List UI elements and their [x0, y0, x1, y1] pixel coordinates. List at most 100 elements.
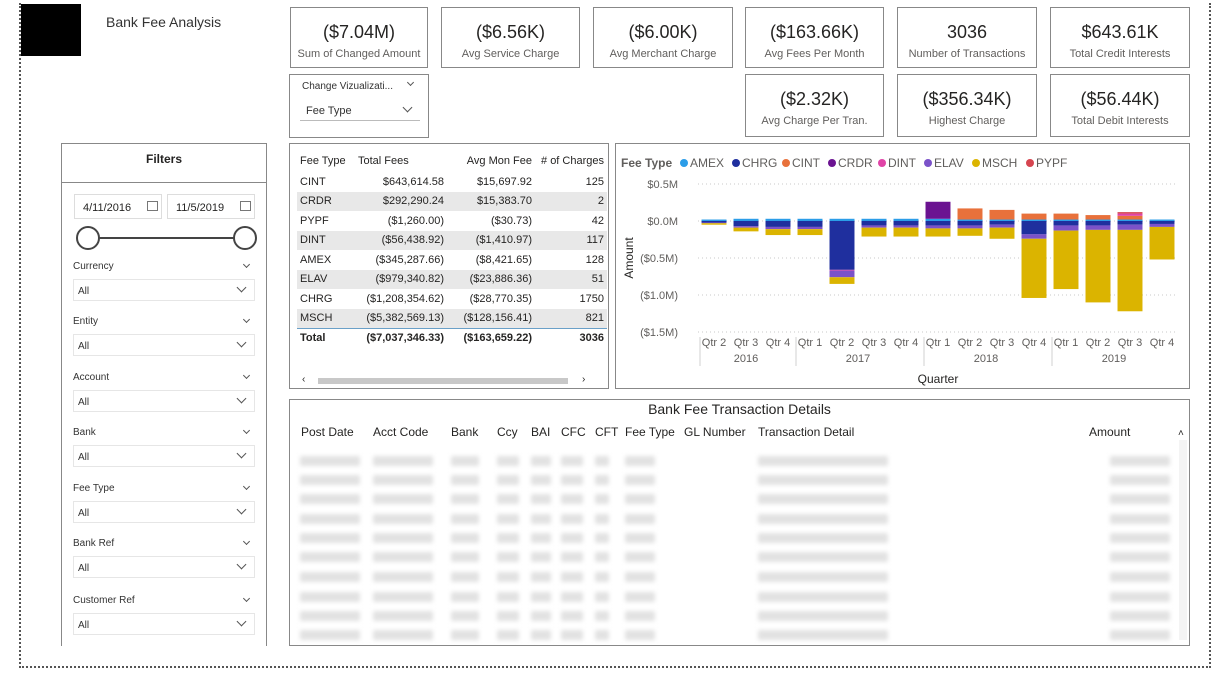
- column-header[interactable]: Avg Mon Fee: [466, 155, 532, 167]
- filter-dropdown[interactable]: All: [73, 445, 255, 467]
- details-vertical-scrollbar[interactable]: [1179, 440, 1187, 640]
- bar-segment-elav: [1117, 224, 1143, 230]
- legend-entry[interactable]: CRDR: [838, 156, 873, 170]
- blurred-cell: [531, 533, 551, 543]
- column-header[interactable]: Total Fees: [358, 155, 409, 167]
- kpi-card-num-transactions[interactable]: 3036 Number of Transactions: [897, 7, 1037, 68]
- bar-segment-crdr: [925, 201, 951, 219]
- bar-segment-amex: [1117, 219, 1143, 221]
- calendar-icon[interactable]: [240, 201, 251, 211]
- filter-dropdown[interactable]: All: [73, 390, 255, 412]
- table-cell: $15,383.70: [447, 191, 535, 211]
- bar-segment-msch: [957, 228, 983, 236]
- details-column-header[interactable]: CFT: [595, 425, 619, 439]
- filter-dropdown[interactable]: All: [73, 613, 255, 635]
- blurred-cell: [758, 514, 888, 524]
- kpi-value: ($356.34K): [922, 89, 1012, 109]
- blurred-cell: [595, 456, 609, 466]
- chevron-down-icon[interactable]: [406, 78, 415, 87]
- scrollbar-thumb[interactable]: [318, 378, 568, 384]
- blurred-cell: [758, 592, 888, 602]
- column-header[interactable]: # of Charges: [541, 155, 604, 167]
- table-row[interactable]: CINT $643,614.58 $15,697.92 125: [297, 172, 607, 192]
- blurred-cell: [1110, 630, 1170, 640]
- table-row[interactable]: ELAV ($979,340.82) ($23,886.36) 51: [297, 269, 607, 289]
- calendar-icon[interactable]: [147, 201, 158, 211]
- scroll-right-icon[interactable]: ›: [582, 374, 586, 385]
- kpi-label: Number of Transactions: [908, 48, 1026, 60]
- date-from-value: 4/11/2016: [83, 202, 132, 214]
- blurred-cell: [531, 572, 551, 582]
- date-to-input[interactable]: 11/5/2019: [167, 194, 255, 219]
- date-range-slider[interactable]: [88, 237, 245, 239]
- blurred-cell: [497, 514, 519, 524]
- bar-segment-cint: [1085, 215, 1111, 220]
- filter-dropdown[interactable]: All: [73, 556, 255, 578]
- filter-dropdown[interactable]: All: [73, 334, 255, 356]
- legend-entry[interactable]: CINT: [792, 156, 821, 170]
- kpi-card-avg-merchant[interactable]: ($6.00K) Avg Merchant Charge: [593, 7, 733, 68]
- kpi-card-highest-charge[interactable]: ($356.34K) Highest Charge: [897, 74, 1037, 137]
- table-row[interactable]: CRDR $292,290.24 $15,383.70 2: [297, 191, 607, 211]
- kpi-card-avg-fees-month[interactable]: ($163.66K) Avg Fees Per Month: [745, 7, 884, 68]
- date-from-input[interactable]: 4/11/2016: [74, 194, 162, 219]
- blurred-cell: [531, 611, 551, 621]
- legend-entry[interactable]: DINT: [888, 156, 917, 170]
- details-column-header[interactable]: GL Number: [684, 425, 746, 439]
- legend-entry[interactable]: CHRG: [742, 156, 777, 170]
- kpi-card-debit-interests[interactable]: ($56.44K) Total Debit Interests: [1050, 74, 1190, 137]
- details-column-header[interactable]: Amount: [1089, 425, 1131, 439]
- details-column-header[interactable]: Acct Code: [373, 425, 429, 439]
- bar-segment-msch: [701, 223, 727, 225]
- blurred-cell: [451, 552, 479, 562]
- legend-entry[interactable]: ELAV: [934, 156, 964, 170]
- bar-segment-chrg: [765, 221, 791, 227]
- details-column-header[interactable]: Bank: [451, 425, 479, 439]
- table-row[interactable]: MSCH ($5,382,569.13) ($128,156.41) 821: [297, 308, 607, 328]
- table-row[interactable]: PYPF ($1,260.00) ($30.73) 42: [297, 211, 607, 231]
- legend-entry[interactable]: AMEX: [690, 156, 724, 170]
- column-header[interactable]: Fee Type: [300, 155, 346, 167]
- details-column-header[interactable]: Post Date: [301, 425, 354, 439]
- table-cell: ELAV: [297, 269, 355, 289]
- blurred-cell: [625, 572, 655, 582]
- details-column-header[interactable]: CFC: [561, 425, 586, 439]
- kpi-card-avg-service[interactable]: ($6.56K) Avg Service Charge: [441, 7, 580, 68]
- scroll-up-icon[interactable]: ˄: [1178, 428, 1184, 439]
- filter-dropdown[interactable]: All: [73, 501, 255, 523]
- blurred-cell: [300, 552, 360, 562]
- kpi-card-credit-interests[interactable]: $643.61K Total Credit Interests: [1050, 7, 1190, 68]
- details-column-header[interactable]: Fee Type: [625, 425, 675, 439]
- blurred-cell: [451, 572, 479, 582]
- kpi-card-sum-changed[interactable]: ($7.04M) Sum of Changed Amount: [290, 7, 428, 68]
- slider-start-handle[interactable]: [76, 226, 100, 250]
- filter-label: Currency: [73, 261, 114, 272]
- viz-type-dropdown[interactable]: Fee Type: [300, 99, 420, 121]
- table-row[interactable]: CHRG ($1,208,354.62) ($28,770.35) 1750: [297, 289, 607, 309]
- x-tick-label: Qtr 4: [1022, 337, 1046, 349]
- scroll-left-icon[interactable]: ‹: [302, 374, 306, 385]
- blurred-cell: [497, 533, 519, 543]
- table-row[interactable]: AMEX ($345,287.66) ($8,421.65) 128: [297, 250, 607, 270]
- table-row[interactable]: DINT ($56,438.92) ($1,410.97) 117: [297, 230, 607, 250]
- legend-entry[interactable]: MSCH: [982, 156, 1017, 170]
- table-horizontal-scrollbar[interactable]: ‹ ›: [300, 374, 598, 386]
- slider-end-handle[interactable]: [233, 226, 257, 250]
- table-cell: 821: [535, 308, 607, 328]
- kpi-value: 3036: [946, 22, 988, 42]
- filters-title: Filters: [61, 143, 267, 183]
- blurred-cell: [595, 572, 609, 582]
- bar-segment-msch: [733, 227, 759, 232]
- details-column-header[interactable]: Ccy: [497, 425, 518, 439]
- legend-entry[interactable]: PYPF: [1036, 156, 1067, 170]
- bar-segment-chrg: [733, 221, 759, 227]
- filter-dropdown[interactable]: All: [73, 279, 255, 301]
- blurred-cell: [595, 533, 609, 543]
- blurred-cell: [561, 514, 583, 524]
- blurred-cell: [531, 630, 551, 640]
- kpi-value: ($7.04M): [322, 22, 396, 42]
- details-column-header[interactable]: BAI: [531, 425, 551, 439]
- details-column-header[interactable]: Transaction Detail: [758, 425, 855, 439]
- kpi-card-avg-charge-tran[interactable]: ($2.32K) Avg Charge Per Tran.: [745, 74, 884, 137]
- blurred-cell: [595, 494, 609, 504]
